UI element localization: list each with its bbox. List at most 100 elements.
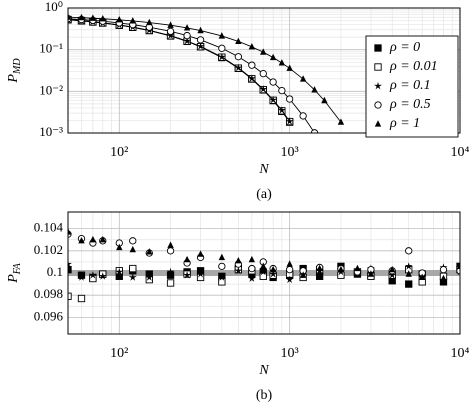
legend-marker bbox=[374, 120, 382, 127]
marker bbox=[269, 265, 277, 273]
marker bbox=[285, 266, 294, 274]
marker bbox=[197, 26, 204, 34]
marker bbox=[183, 36, 192, 45]
x-tick-label: 10³ bbox=[281, 346, 299, 361]
marker bbox=[166, 27, 175, 36]
legend: ρ = 0 ρ = 0.01 ρ = 0.1 ρ = 0.5 ρ = 1 bbox=[365, 35, 459, 138]
marker bbox=[337, 265, 345, 273]
marker bbox=[248, 264, 256, 273]
marker bbox=[89, 14, 97, 21]
marker bbox=[183, 31, 191, 40]
marker bbox=[404, 262, 413, 270]
marker bbox=[68, 228, 72, 235]
marker bbox=[217, 52, 226, 61]
marker bbox=[269, 78, 277, 86]
series-line bbox=[68, 19, 291, 122]
legend-marker bbox=[374, 101, 382, 109]
marker bbox=[217, 273, 226, 281]
legend-marker bbox=[374, 44, 382, 52]
marker bbox=[234, 266, 243, 275]
marker bbox=[218, 44, 226, 52]
marker bbox=[166, 279, 175, 287]
marker bbox=[456, 262, 460, 269]
marker bbox=[77, 294, 86, 303]
marker bbox=[337, 118, 345, 125]
marker bbox=[78, 237, 85, 244]
y-tick-label: 0.1 bbox=[47, 264, 63, 279]
marker bbox=[77, 273, 86, 281]
marker bbox=[278, 59, 286, 66]
x-tick-label: 10⁴ bbox=[451, 145, 470, 160]
marker bbox=[166, 31, 175, 40]
marker bbox=[311, 86, 318, 93]
legend-marker bbox=[374, 63, 382, 71]
y-tick-label: 0.096 bbox=[34, 308, 64, 323]
y-tick-label: 10⁻³ bbox=[39, 124, 63, 139]
marker bbox=[299, 75, 307, 82]
marker bbox=[116, 243, 123, 251]
marker bbox=[248, 43, 256, 50]
marker bbox=[259, 85, 268, 93]
y-axis-label-sub: MD bbox=[12, 58, 23, 75]
y-tick-label: 0.098 bbox=[34, 286, 63, 301]
marker bbox=[146, 18, 153, 26]
y-axis-label-main: P bbox=[6, 274, 21, 284]
marker bbox=[247, 274, 256, 282]
legend-box bbox=[365, 35, 459, 138]
x-axis-label: N bbox=[258, 162, 269, 177]
marker bbox=[183, 255, 191, 263]
legend-label: ρ = 0.5 bbox=[389, 97, 431, 112]
marker bbox=[196, 42, 205, 50]
marker bbox=[196, 36, 205, 44]
marker bbox=[235, 37, 242, 44]
marker bbox=[321, 96, 328, 104]
axes-frame bbox=[67, 7, 461, 134]
marker bbox=[260, 48, 267, 55]
marker bbox=[197, 250, 204, 257]
marker bbox=[89, 235, 97, 243]
marker bbox=[167, 241, 174, 248]
legend-marker bbox=[374, 81, 382, 90]
marker bbox=[218, 253, 226, 261]
marker bbox=[260, 262, 267, 269]
marker bbox=[218, 278, 226, 286]
marker bbox=[218, 262, 226, 270]
legend-label: ρ = 0.1 bbox=[389, 78, 431, 93]
marker bbox=[98, 272, 107, 280]
marker bbox=[405, 247, 413, 255]
marker bbox=[439, 266, 448, 274]
x-tick-label: 10⁴ bbox=[451, 346, 470, 361]
axes-frame bbox=[67, 211, 461, 335]
marker bbox=[234, 63, 243, 72]
legend-label: ρ = 0 bbox=[389, 40, 420, 55]
marker bbox=[183, 24, 191, 31]
marker bbox=[285, 275, 294, 284]
series-line bbox=[68, 18, 315, 133]
y-axis-label: PMD bbox=[6, 58, 23, 84]
marker bbox=[269, 269, 278, 278]
marker bbox=[88, 271, 97, 279]
marker bbox=[286, 260, 293, 267]
marker bbox=[129, 245, 136, 253]
y-axis-label-sub: FA bbox=[12, 262, 23, 275]
marker bbox=[299, 271, 307, 278]
x-tick-label: 10³ bbox=[281, 145, 299, 160]
marker bbox=[99, 14, 106, 22]
marker bbox=[68, 13, 72, 20]
marker bbox=[286, 64, 293, 71]
caption: (b) bbox=[256, 388, 273, 403]
y-tick-label: 10⁻¹ bbox=[39, 41, 63, 56]
marker bbox=[129, 17, 136, 24]
marker bbox=[234, 53, 243, 61]
marker bbox=[285, 95, 294, 103]
marker bbox=[99, 235, 106, 243]
marker bbox=[235, 257, 242, 264]
y-axis-label-main: P bbox=[6, 74, 21, 84]
marker bbox=[167, 21, 174, 28]
marker bbox=[259, 69, 267, 78]
series-line bbox=[68, 16, 342, 123]
marker bbox=[285, 117, 294, 125]
y-tick-label: 0.104 bbox=[34, 220, 64, 235]
marker bbox=[247, 74, 256, 82]
